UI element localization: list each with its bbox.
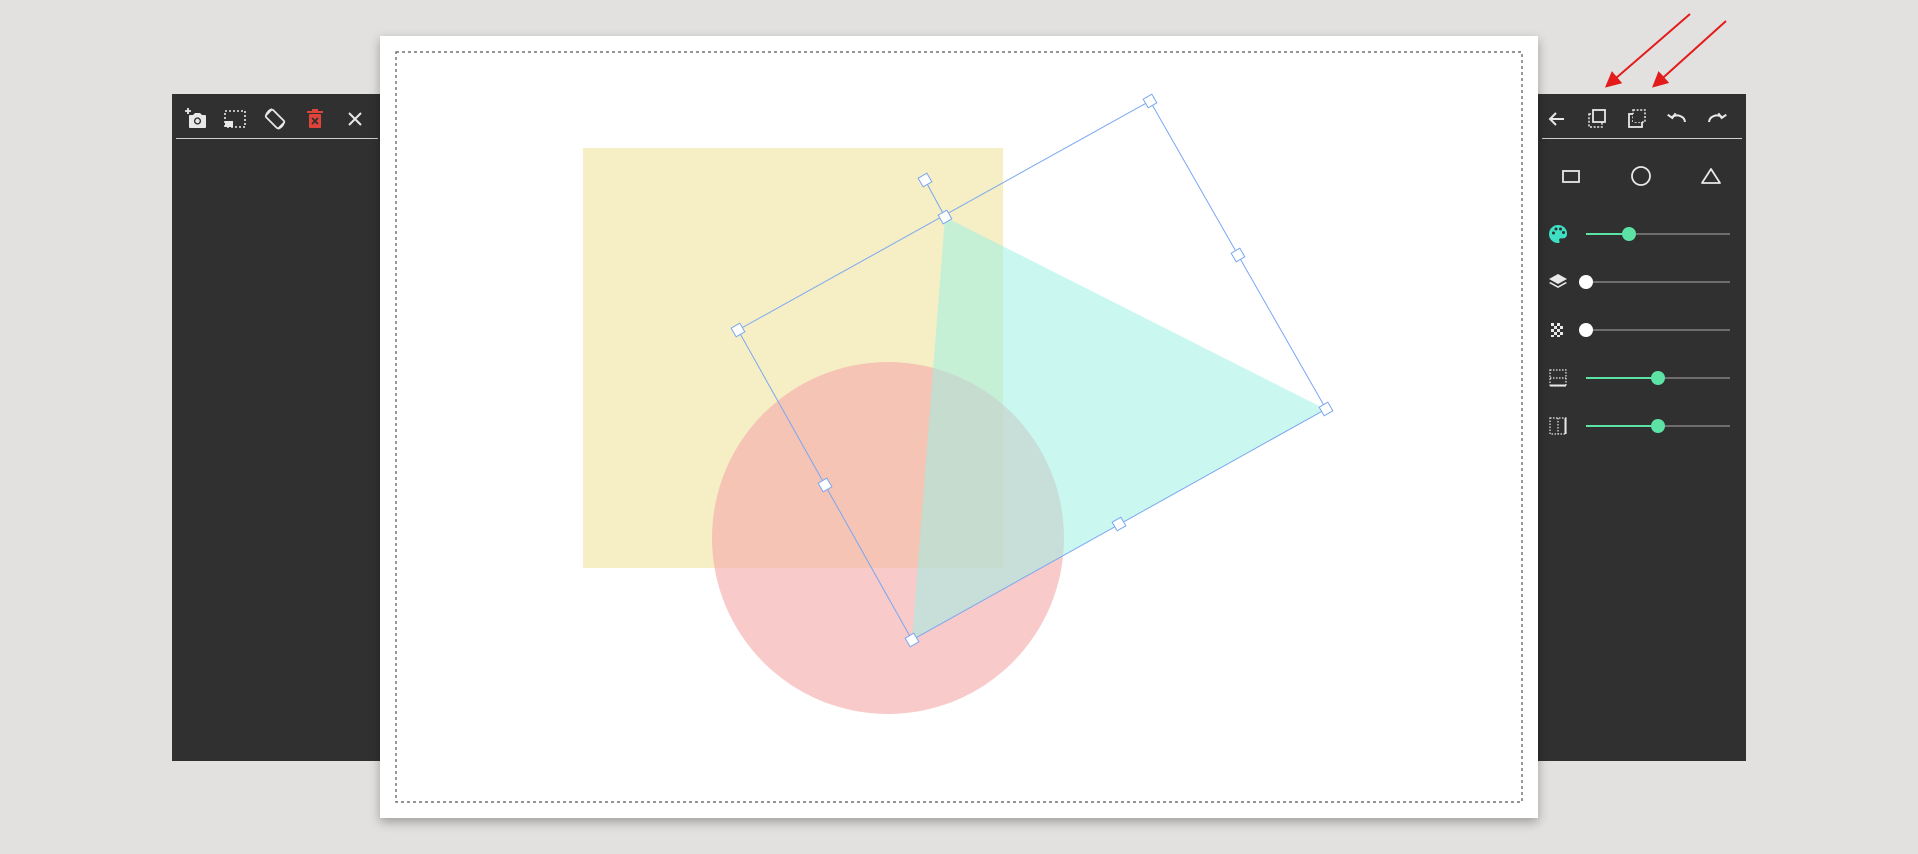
slider-track[interactable] [1586,419,1730,433]
toolbar-divider [1542,138,1742,139]
close-button[interactable] [340,104,370,134]
selection-transformer[interactable] [730,93,1334,648]
close-icon [348,112,362,126]
slider-track[interactable] [1579,275,1730,289]
layers-icon [1546,270,1570,294]
slider-thumb[interactable] [1651,419,1665,433]
horizontal-border-slider[interactable] [1546,366,1736,390]
color-slider[interactable] [1546,222,1736,246]
camera-plus-icon [185,108,206,128]
send-backward-button[interactable] [1622,104,1652,134]
border-horizontal-icon [1546,366,1570,390]
vertical-border-slider[interactable] [1546,414,1736,438]
annotation-arrow [1604,13,1691,88]
screen-rotation-icon [264,108,286,130]
arrow-left-icon [1548,112,1564,126]
toolbar-divider [176,138,378,139]
slider-fill [1586,425,1658,427]
layer-slider[interactable] [1546,270,1736,294]
bring-forward-button[interactable] [1582,104,1612,134]
slider-thumb[interactable] [1651,371,1665,385]
rotate-button[interactable] [260,104,290,134]
slider-track[interactable] [1586,227,1730,241]
rotate-handle-line [924,179,946,218]
checkerboard-icon [1546,318,1570,342]
slider-thumb[interactable] [1622,227,1637,241]
redo-icon [1708,112,1727,123]
crop-button[interactable] [220,104,250,134]
crop-selection-icon [224,110,246,128]
circle-icon [1631,166,1651,186]
bring-forward-icon [1588,109,1606,128]
right-toolbar-panel [1538,94,1746,761]
circle-shape-button[interactable] [1626,161,1656,191]
add-photo-button[interactable] [180,104,210,134]
slider-thumb[interactable] [1579,275,1593,289]
undo-button[interactable] [1662,104,1692,134]
slider-fill [1586,377,1658,379]
back-button[interactable] [1542,104,1572,134]
cyan-triangle-shape[interactable] [912,217,1325,640]
rectangle-shape-button[interactable] [1556,161,1586,191]
resize-handle-left[interactable] [817,477,833,493]
resize-handle-right[interactable] [1230,247,1246,263]
triangle-icon [1701,168,1721,184]
rotate-handle[interactable] [917,172,933,188]
opacity-slider[interactable] [1546,318,1736,342]
slider-thumb[interactable] [1579,323,1593,337]
resize-handle-top-right[interactable] [1142,93,1158,109]
redo-button[interactable] [1702,104,1732,134]
resize-handle-bottom-right[interactable] [1318,401,1334,417]
canvas-bounds [395,51,1523,803]
rectangle-icon [1562,170,1580,183]
left-toolbar-panel [172,94,382,761]
resize-handle-bottom-left[interactable] [904,632,920,648]
slider-track[interactable] [1579,323,1730,337]
trash-icon [307,109,323,128]
resize-handle-top-left[interactable] [730,322,746,338]
resize-handle-top[interactable] [937,209,953,225]
triangle-shape-button[interactable] [1696,161,1726,191]
palette-icon [1546,222,1570,246]
resize-handle-bottom[interactable] [1111,516,1127,532]
send-backward-icon [1628,109,1646,128]
border-vertical-icon [1546,414,1570,438]
annotation-arrow [1652,20,1727,88]
undo-icon [1667,112,1686,123]
canvas-stage[interactable] [380,36,1538,818]
delete-button[interactable] [300,104,330,134]
slider-fill [1586,233,1630,235]
slider-track[interactable] [1586,371,1730,385]
